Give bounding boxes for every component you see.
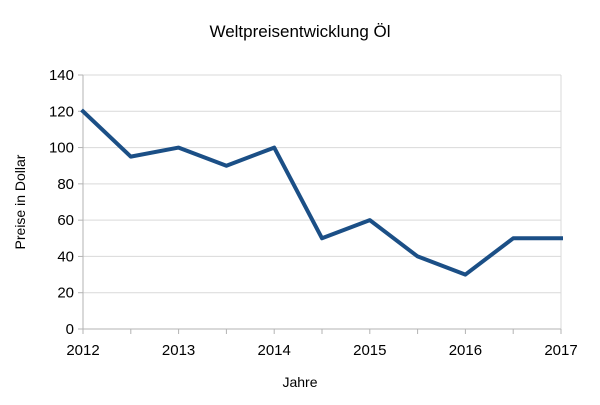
x-tick-label: 2017: [544, 342, 577, 359]
y-tick-label: 20: [57, 285, 74, 302]
x-tick-label: 2013: [162, 342, 195, 359]
x-tick-label: 2012: [66, 342, 99, 359]
x-tick-label: 2016: [449, 342, 482, 359]
y-tick-label: 60: [57, 212, 74, 229]
x-tick-label: 2015: [353, 342, 386, 359]
x-tick-label: 2014: [258, 342, 291, 359]
price-line-series: [80, 108, 563, 277]
y-tick-label: 140: [49, 67, 74, 84]
y-tick-label: 40: [57, 248, 74, 265]
x-axis-title: Jahre: [282, 374, 318, 390]
y-tick-label: 0: [66, 321, 74, 338]
y-tick-label: 100: [49, 140, 74, 157]
y-tick-label: 120: [49, 103, 74, 120]
y-tick-label: 80: [57, 176, 74, 193]
chart-title: Weltpreisentwicklung Öl: [209, 22, 391, 41]
